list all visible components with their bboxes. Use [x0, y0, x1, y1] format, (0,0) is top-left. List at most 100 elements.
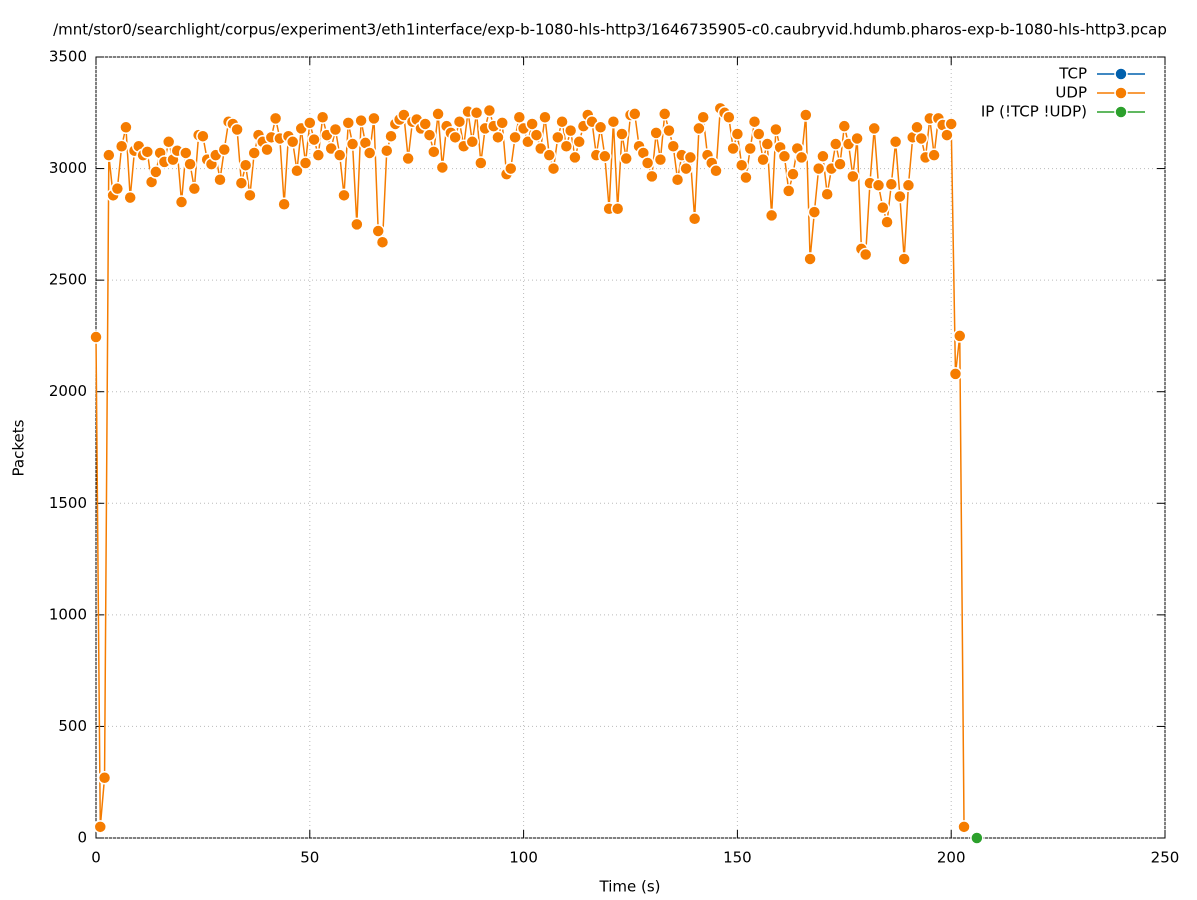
chart-title: /mnt/stor0/searchlight/corpus/experiment… — [53, 21, 1167, 39]
data-point — [243, 188, 257, 203]
y-tick-label: 1500 — [49, 494, 87, 512]
data-point — [427, 145, 441, 159]
legend-label: IP (!TCP !UDP) — [981, 103, 1087, 121]
data-point — [482, 103, 497, 118]
data-point — [563, 123, 578, 138]
data-point — [538, 110, 552, 124]
y-tick-label: 3000 — [49, 159, 87, 177]
data-point — [666, 139, 681, 154]
data-point — [910, 120, 924, 135]
legend-marker — [1114, 105, 1128, 119]
data-point — [820, 187, 834, 201]
data-point — [495, 116, 509, 130]
legend-label: UDP — [1055, 84, 1087, 102]
data-point — [268, 111, 283, 126]
x-tick-label: 100 — [509, 849, 538, 867]
data-point — [726, 141, 740, 156]
data-point — [469, 106, 484, 120]
data-point — [858, 247, 873, 262]
series-line — [95, 106, 965, 827]
data-point — [619, 151, 633, 166]
data-point — [290, 164, 304, 178]
data-point — [375, 235, 390, 249]
data-point — [315, 110, 330, 124]
data-point — [123, 190, 137, 205]
data-point — [803, 252, 817, 266]
data-point — [196, 129, 210, 143]
data-point — [367, 111, 381, 126]
data-point — [833, 157, 847, 171]
data-point — [687, 212, 702, 226]
data-point — [837, 119, 852, 133]
data-point — [884, 177, 899, 191]
data-point — [722, 110, 736, 124]
data-point — [174, 195, 189, 209]
data-point — [114, 139, 129, 154]
data-point — [846, 169, 860, 184]
data-point — [307, 132, 321, 147]
data-point — [739, 170, 753, 185]
data-point — [657, 107, 672, 121]
data-point — [756, 152, 770, 167]
data-point — [238, 158, 253, 172]
data-point — [140, 145, 155, 159]
data-point — [598, 149, 612, 164]
x-tick-label: 150 — [723, 849, 752, 867]
data-point — [452, 114, 467, 129]
legend-marker — [1114, 67, 1128, 81]
data-point — [474, 156, 488, 170]
data-point — [448, 130, 462, 145]
data-point — [328, 122, 343, 137]
y-tick-label: 2000 — [49, 382, 87, 400]
data-point — [341, 116, 356, 130]
plot-frame — [95, 56, 1166, 839]
y-tick-label: 1000 — [49, 605, 87, 623]
data-point — [102, 148, 116, 162]
y-tick-label: 0 — [77, 829, 87, 847]
data-point — [93, 820, 108, 834]
data-point — [371, 224, 385, 238]
data-point — [572, 135, 586, 149]
data-point — [435, 160, 450, 175]
data-point — [332, 148, 347, 162]
data-point — [888, 135, 903, 149]
data-point — [213, 172, 227, 187]
data-point — [683, 150, 698, 165]
data-point — [606, 114, 621, 129]
data-point — [568, 150, 582, 165]
data-point — [640, 156, 655, 170]
data-point — [593, 120, 608, 135]
data-point — [764, 208, 779, 223]
data-point — [927, 148, 941, 162]
x-tick-label: 250 — [1151, 849, 1180, 867]
data-point — [179, 146, 193, 160]
data-point — [893, 189, 907, 204]
data-point — [303, 116, 317, 130]
data-point — [230, 122, 244, 137]
x-tick-label: 50 — [300, 849, 319, 867]
data-point — [285, 135, 300, 149]
data-point — [871, 178, 886, 193]
data-point — [747, 114, 762, 129]
data-point — [422, 128, 437, 142]
data-point — [692, 121, 706, 136]
legend-marker — [1114, 86, 1128, 100]
data-point — [247, 146, 261, 160]
data-point — [504, 161, 518, 176]
data-point — [97, 771, 112, 785]
data-point — [149, 165, 163, 179]
data-point — [350, 217, 364, 232]
data-point — [953, 329, 967, 343]
data-point — [850, 131, 864, 146]
data-point — [277, 197, 291, 212]
data-point — [760, 137, 775, 151]
y-tick-label: 3500 — [49, 48, 87, 66]
data-point — [807, 205, 822, 219]
data-point — [734, 158, 749, 172]
data-point — [867, 121, 881, 136]
y-axis-label: Packets — [10, 419, 28, 476]
data-point — [418, 117, 433, 131]
data-point — [119, 120, 133, 135]
data-point — [525, 117, 539, 131]
data-point — [298, 156, 313, 170]
